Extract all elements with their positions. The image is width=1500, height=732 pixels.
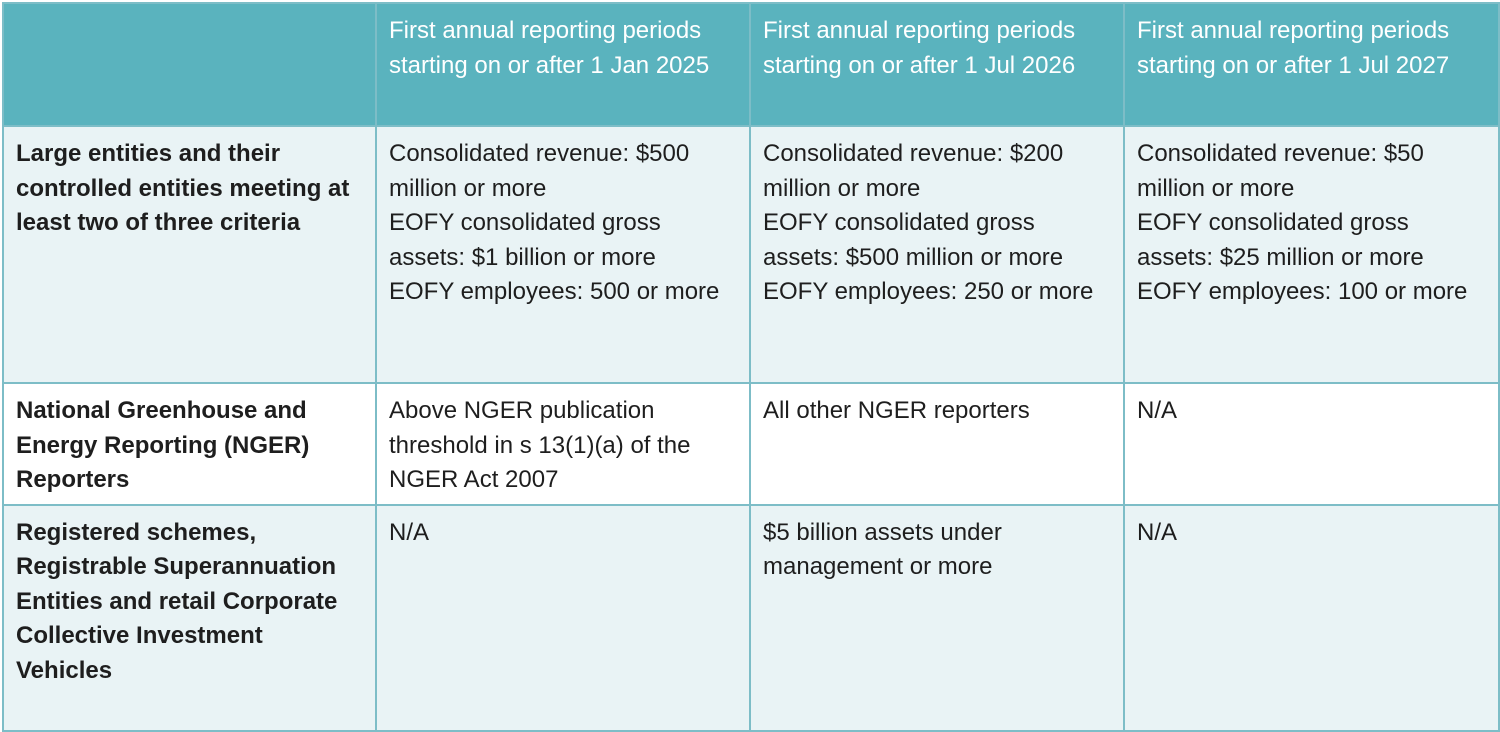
header-col-2026: First annual reporting periods starting … — [749, 2, 1125, 127]
row-label: Large entities and their controlled enti… — [2, 125, 377, 384]
header-row: First annual reporting periods starting … — [2, 2, 1500, 127]
header-col-2025: First annual reporting periods starting … — [375, 2, 751, 127]
table-row: National Greenhouse and Energy Reporting… — [2, 382, 1500, 506]
table-cell: N/A — [1123, 503, 1500, 732]
table-cell: Consolidated revenue: $200 million or mo… — [749, 125, 1125, 384]
table-cell: All other NGER reporters — [749, 382, 1125, 506]
table-row: Large entities and their controlled enti… — [2, 125, 1500, 384]
table-cell: Consolidated revenue: $500 million or mo… — [375, 125, 751, 384]
table-row: Registered schemes, Registrable Superann… — [2, 503, 1500, 732]
table-cell: $5 billion assets under management or mo… — [749, 503, 1125, 732]
header-col-2027: First annual reporting periods starting … — [1123, 2, 1500, 127]
table-cell: Above NGER publication threshold in s 13… — [375, 382, 751, 506]
table-cell: N/A — [375, 503, 751, 732]
row-label: National Greenhouse and Energy Reporting… — [2, 382, 377, 506]
table-cell: N/A — [1123, 382, 1500, 506]
table-cell: Consolidated revenue: $50 million or mor… — [1123, 125, 1500, 384]
row-label: Registered schemes, Registrable Superann… — [2, 503, 377, 732]
header-corner — [2, 2, 377, 127]
